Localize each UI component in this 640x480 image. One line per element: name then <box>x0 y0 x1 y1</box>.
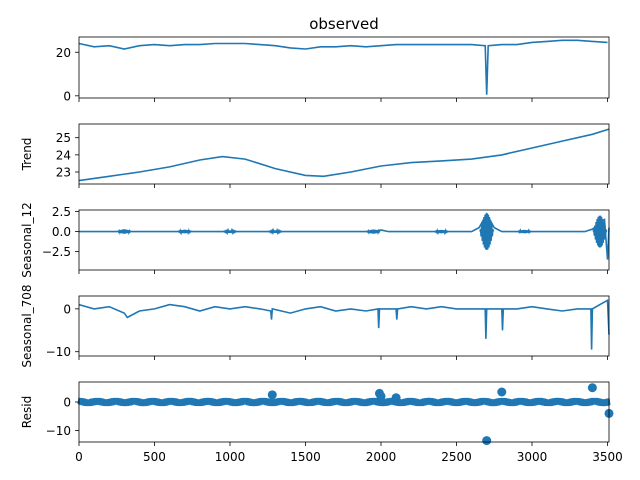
xtick-label: 2000 <box>366 450 397 464</box>
resid-point-5 <box>497 387 507 397</box>
y-axis-label: Resid <box>20 396 34 428</box>
ytick-label: −2.5 <box>42 245 71 259</box>
ytick-label: 24 <box>56 148 71 162</box>
seasonal-burst-6 <box>479 213 495 251</box>
line-seasonal_708 <box>78 298 610 350</box>
seasonal-burst-1 <box>177 228 192 236</box>
line-observed <box>78 39 608 95</box>
resid-point-2 <box>376 391 386 401</box>
resid-point-3 <box>391 393 401 403</box>
seasonal-burst-2 <box>222 227 238 236</box>
y-axis-label: Trend <box>20 138 34 172</box>
line-trend <box>78 128 610 182</box>
seasonal-burst-0 <box>117 228 132 236</box>
xtick-label: 3000 <box>517 450 548 464</box>
seasonal-burst-3 <box>268 227 283 236</box>
resid-point-0 <box>267 390 277 400</box>
axes-frame-1 <box>78 123 610 185</box>
seasonal-burst-5 <box>434 228 449 236</box>
ytick-label: 2.5 <box>52 205 71 219</box>
ytick-label: 23 <box>56 166 71 180</box>
figure-title: observed <box>309 15 379 33</box>
ytick-label: 0 <box>63 302 71 316</box>
xtick-label: 1000 <box>215 450 246 464</box>
panel-seasonal_12: −2.5 0.0 2.5 Seasonal_12 <box>20 202 610 278</box>
panel-trend: 23 24 25 Trend <box>20 123 610 188</box>
ytick-label: 0 <box>63 396 71 410</box>
resid-point-6 <box>587 383 597 393</box>
xtick-label: 0 <box>75 450 83 464</box>
seasonal-burst-4 <box>366 228 381 236</box>
seasonal-burst-8 <box>592 215 608 248</box>
axes-frame-2 <box>78 209 610 271</box>
y-axis-label: Seasonal_708 <box>20 284 34 367</box>
y-axis-label: Seasonal_12 <box>20 202 34 278</box>
ytick-label: 0 <box>63 89 71 103</box>
xtick-label: 2500 <box>441 450 472 464</box>
panel-observed: 0 20 <box>56 36 610 103</box>
panel-seasonal_708: −10 0 Seasonal_708 <box>20 284 610 368</box>
ytick-label: −10 <box>46 345 71 359</box>
xtick-label: 500 <box>143 450 166 464</box>
ytick-label: −10 <box>46 424 71 438</box>
ytick-label: 20 <box>56 46 71 60</box>
xtick-label: 1500 <box>290 450 321 464</box>
ytick-label: 25 <box>56 131 71 145</box>
panels: 0 20 23 24 25 Trend −2.5 0.0 2.5 Seasonal_12 −10 0 S… <box>20 36 623 464</box>
seasonal-burst-7 <box>517 228 532 235</box>
resid-band <box>77 397 611 407</box>
resid-point-4 <box>482 436 492 446</box>
axes-frame-3 <box>78 295 610 357</box>
xtick-label: 3500 <box>592 450 623 464</box>
ytick-label: 0.0 <box>52 225 71 239</box>
axes-frame-4 <box>78 381 610 443</box>
axes-frame-0 <box>78 36 610 99</box>
panel-resid: −10 0 Resid 0 500 1000 1500 2000 2500 3000 3500 <box>20 381 623 464</box>
